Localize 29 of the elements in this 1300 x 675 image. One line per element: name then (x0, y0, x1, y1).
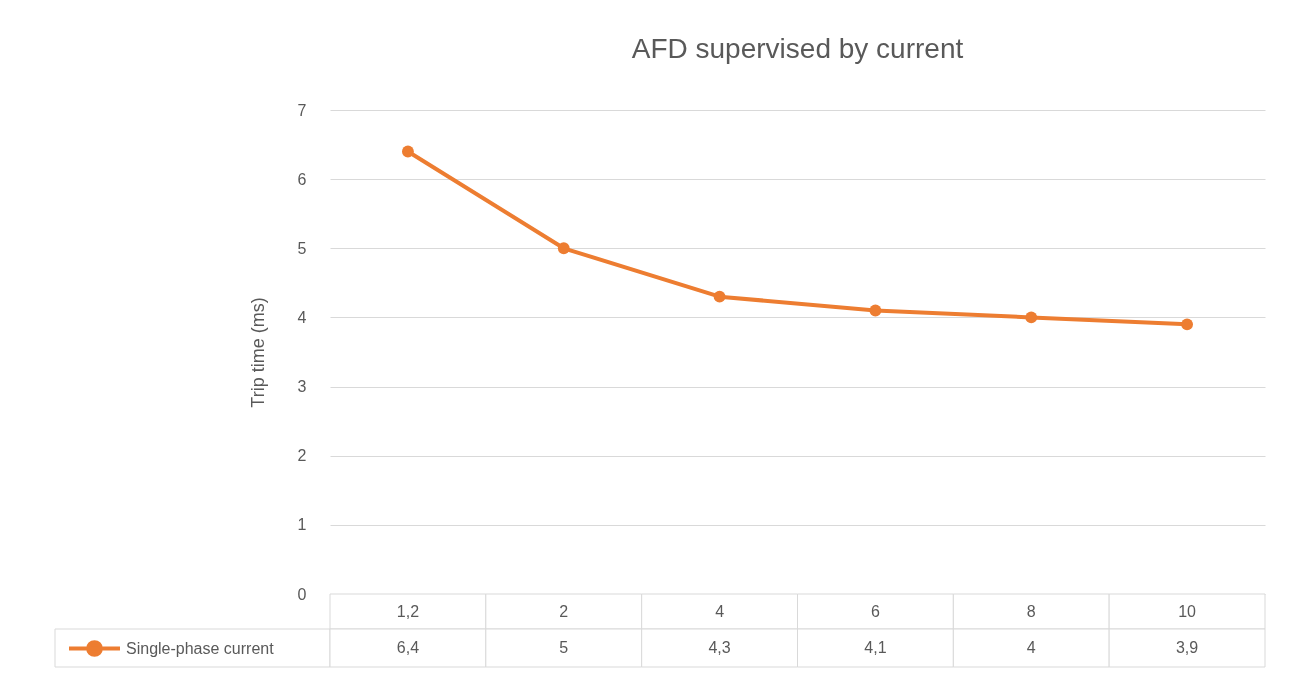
data-label: 5 (559, 639, 569, 656)
y-tick-label: 4 (297, 308, 307, 326)
y-tick-label: 5 (297, 239, 307, 257)
data-label: 6,4 (396, 639, 420, 656)
y-tick-label: 2 (297, 447, 307, 465)
point (713, 290, 726, 303)
x-tick-label: 2 (559, 602, 569, 620)
data-label: 3,9 (1175, 639, 1199, 656)
data-label: 4,1 (864, 639, 887, 656)
point (1181, 318, 1193, 331)
chart-title: AFD supervised by current (631, 33, 964, 64)
x-tick-label: 10 (1178, 602, 1197, 620)
y-tick-label: 6 (297, 170, 307, 188)
point (557, 242, 570, 255)
y-tick-label: 7 (297, 101, 307, 119)
y-axis-title: Trip time (ms) (247, 297, 268, 408)
x-tick-label: 1,2 (396, 602, 420, 620)
x-tick-label: 6 (870, 602, 880, 620)
x-tick-label: 4 (715, 602, 725, 620)
point (402, 145, 414, 158)
y-tick-label: 3 (297, 378, 307, 396)
y-tick-label: 1 (297, 516, 307, 534)
legend-label: Single-phase current (126, 639, 275, 657)
data-label: 4 (1026, 639, 1036, 656)
point (869, 304, 882, 317)
y-tick-label: 0 (297, 585, 307, 603)
point (1025, 311, 1038, 324)
x-tick-label: 8 (1026, 602, 1036, 620)
data-label: 4,3 (708, 639, 731, 656)
